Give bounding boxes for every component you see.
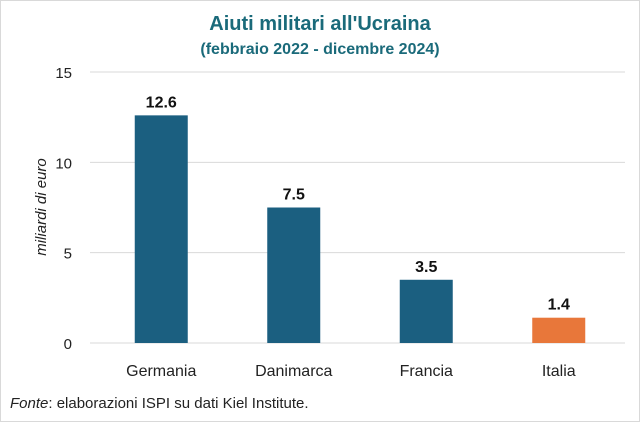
source-text: : elaborazioni ISPI su dati Kiel Institu… (48, 395, 309, 412)
data-label: 3.5 (415, 259, 437, 276)
x-tick-label: Italia (542, 363, 576, 380)
y-axis-label: miliardi di euro (33, 158, 50, 256)
y-tick-label: 5 (64, 246, 72, 263)
y-tick-label: 10 (55, 155, 72, 172)
bar-germania (134, 115, 188, 343)
y-tick-label: 0 (64, 336, 72, 353)
chart-title: Aiuti militari all'Ucraina (209, 13, 431, 35)
chart-subtitle: (febbraio 2022 - dicembre 2024) (200, 41, 440, 58)
bar-francia (399, 279, 453, 343)
data-label: 12.6 (146, 94, 177, 111)
y-tick-label: 15 (55, 65, 72, 82)
data-label: 7.5 (283, 187, 305, 204)
x-tick-label: Danimarca (255, 363, 332, 380)
bar-italia (532, 317, 586, 343)
source-label: Fonte (10, 395, 49, 412)
bar-danimarca (267, 207, 321, 343)
x-tick-label: Francia (400, 363, 453, 380)
source-note: Fonte: elaborazioni ISPI su dati Kiel In… (10, 395, 309, 412)
x-tick-label: Germania (126, 363, 196, 380)
data-label: 1.4 (548, 297, 570, 314)
